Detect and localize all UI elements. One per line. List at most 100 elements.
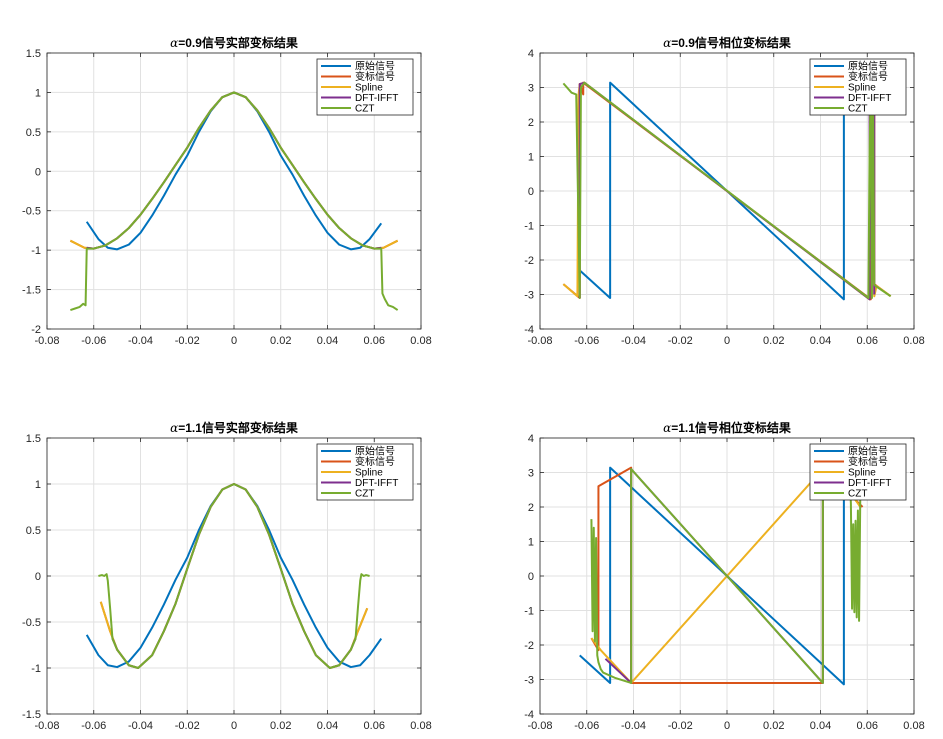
- y-tick-label: -1.5: [22, 709, 41, 721]
- x-tick-label: 0: [724, 720, 730, 732]
- y-tick-label: -1: [31, 663, 41, 675]
- x-tick-label: 0.04: [810, 720, 831, 732]
- x-tick-label: 0: [724, 335, 730, 347]
- y-tick-label: -3: [524, 675, 534, 687]
- y-tick-label: -1: [524, 606, 534, 618]
- legend-label-2: 变标信号: [355, 70, 395, 83]
- y-tick-label: -1: [524, 221, 534, 233]
- x-tick-label: 0: [231, 335, 237, 347]
- y-tick-label: -4: [524, 709, 534, 721]
- legend-label-5: CZT: [355, 489, 374, 500]
- y-tick-label: -1: [31, 245, 41, 257]
- legend-label-2: 变标信号: [355, 455, 395, 468]
- series-line-5: [562, 81, 892, 299]
- y-tick-label: -2: [524, 640, 534, 652]
- legend-label-1: 原始信号: [355, 445, 395, 458]
- y-tick-label: -2: [31, 324, 41, 336]
- legend-label-4: DFT-IFFT: [355, 93, 398, 104]
- x-tick-label: -0.08: [527, 720, 552, 732]
- y-tick-label: 0.5: [26, 525, 41, 537]
- x-tick-label: 0.04: [317, 335, 338, 347]
- x-tick-label: -0.06: [81, 335, 106, 347]
- y-tick-label: 1.5: [26, 48, 41, 60]
- x-tick-label: -0.02: [175, 720, 200, 732]
- legend-label-3: Spline: [355, 83, 383, 94]
- x-tick-label: 0.02: [763, 335, 784, 347]
- chart-panel-2: -0.08 -0.06 -0.04 -0.02 0 0.02 0.04 0.06 0.08 -4 -…: [524, 35, 924, 347]
- x-tick-label: -0.06: [574, 335, 599, 347]
- series-group: [69, 91, 399, 312]
- series-line-5: [98, 483, 370, 669]
- x-tick-label: 0.02: [270, 720, 291, 732]
- x-tick-label: 0.02: [763, 720, 784, 732]
- y-tick-label: 0.5: [26, 127, 41, 139]
- y-tick-label: 0: [528, 186, 534, 198]
- legend-label-4: DFT-IFFT: [355, 478, 398, 489]
- chart-panel-3: -0.08 -0.06 -0.04 -0.02 0 0.02 0.04 0.06 0.08 -1.…: [22, 420, 432, 732]
- legend-label-5: CZT: [355, 104, 374, 115]
- x-tick-label: -0.04: [128, 335, 153, 347]
- legend-label-4: DFT-IFFT: [848, 478, 891, 489]
- x-tick-label: -0.08: [34, 335, 59, 347]
- y-tick-label: 1: [528, 152, 534, 164]
- x-tick-label: 0.08: [410, 335, 431, 347]
- x-tick-label: 0.04: [810, 335, 831, 347]
- x-tick-label: 0.08: [410, 720, 431, 732]
- series-line-1: [579, 81, 845, 301]
- y-tick-label: 1: [35, 87, 41, 99]
- y-tick-label: 2: [528, 117, 534, 129]
- x-tick-label: -0.04: [128, 720, 153, 732]
- legend-label-1: 原始信号: [355, 60, 395, 73]
- legend-label-5: CZT: [848, 489, 867, 500]
- series-group: [85, 483, 383, 669]
- legend-label-3: Spline: [355, 468, 383, 479]
- x-tick-label: 0.02: [270, 335, 291, 347]
- y-tick-label: 0: [35, 166, 41, 178]
- legend-label-2: 变标信号: [848, 70, 888, 83]
- x-tick-label: -0.08: [527, 335, 552, 347]
- legend-label-5: CZT: [848, 104, 867, 115]
- x-tick-label: 0.06: [364, 720, 385, 732]
- y-tick-label: 0: [528, 571, 534, 583]
- chart-panel-4: -0.08 -0.06 -0.04 -0.02 0 0.02 0.04 0.06 0.08 -4 -…: [524, 420, 924, 732]
- legend-label-1: 原始信号: [848, 60, 888, 73]
- legend-label-1: 原始信号: [848, 445, 888, 458]
- x-tick-label: -0.02: [668, 720, 693, 732]
- chart-title: α=0.9信号实部变标结果: [170, 35, 298, 50]
- legend-label-4: DFT-IFFT: [848, 93, 891, 104]
- y-tick-label: 2: [528, 502, 534, 514]
- x-tick-label: -0.08: [34, 720, 59, 732]
- chart-panel-1: -0.08 -0.06 -0.04 -0.02 0 0.02 0.04 0.06 0.08 -2 -…: [22, 35, 432, 347]
- y-tick-label: 4: [528, 433, 534, 445]
- x-tick-label: 0.08: [903, 335, 924, 347]
- chart-title: α=1.1信号实部变标结果: [170, 420, 298, 435]
- y-tick-label: 4: [528, 48, 534, 60]
- series-line-5: [590, 468, 862, 684]
- x-tick-label: 0.06: [364, 335, 385, 347]
- legend-label-2: 变标信号: [848, 455, 888, 468]
- x-tick-label: -0.02: [668, 335, 693, 347]
- x-tick-label: -0.06: [81, 720, 106, 732]
- y-tick-label: 1: [528, 537, 534, 549]
- y-tick-label: -1.5: [22, 285, 41, 297]
- x-tick-label: 0: [231, 720, 237, 732]
- chart-title: α=0.9信号相位变标结果: [663, 35, 791, 50]
- x-tick-label: -0.02: [175, 335, 200, 347]
- chart-title: α=1.1信号相位变标结果: [663, 420, 791, 435]
- series-line-1: [579, 466, 845, 686]
- y-tick-label: 3: [528, 83, 534, 95]
- x-tick-label: 0.04: [317, 720, 338, 732]
- y-tick-label: 1: [35, 479, 41, 491]
- y-tick-label: -4: [524, 324, 534, 336]
- y-tick-label: 3: [528, 468, 534, 480]
- x-tick-label: 0.06: [857, 720, 878, 732]
- x-tick-label: -0.06: [574, 720, 599, 732]
- x-tick-label: -0.04: [621, 335, 646, 347]
- x-tick-label: 0.06: [857, 335, 878, 347]
- x-tick-label: -0.04: [621, 720, 646, 732]
- y-tick-label: -0.5: [22, 206, 41, 218]
